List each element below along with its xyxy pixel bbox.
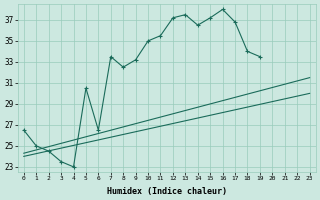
X-axis label: Humidex (Indice chaleur): Humidex (Indice chaleur): [107, 187, 227, 196]
